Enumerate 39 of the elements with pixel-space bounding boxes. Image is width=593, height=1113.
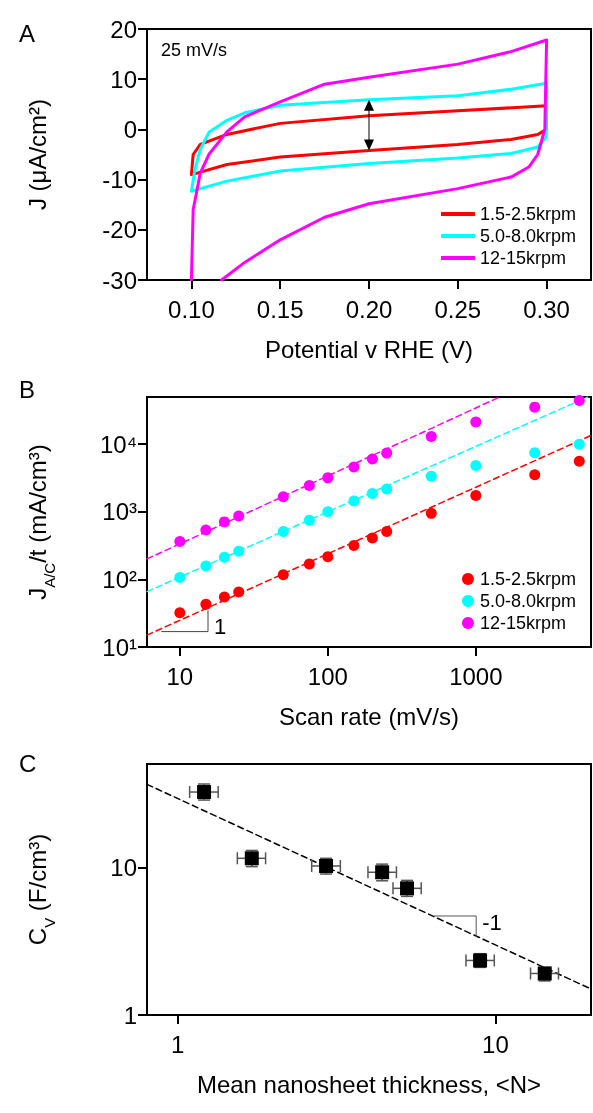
- chart-title: A: [19, 19, 36, 47]
- y-tick-label: 10: [110, 853, 137, 881]
- x-axis-title: Mean nanosheet thickness, <N>: [196, 1070, 542, 1098]
- chart-title: C: [19, 749, 37, 777]
- y-tick-label: 1: [123, 1001, 137, 1029]
- legend-label: 12-15krpm: [479, 248, 567, 268]
- y-axis-title: JA/C/t (mA/cm³): [24, 444, 58, 600]
- annotation: -1: [482, 909, 502, 935]
- y-axis-title: CV (F/cm³): [24, 833, 58, 946]
- y-tick-label: 20: [110, 15, 137, 43]
- line-series: [189, 81, 549, 193]
- x-tick-label: 0.10: [168, 295, 215, 323]
- x-tick-label: 0.30: [523, 295, 570, 323]
- legend-label: 1.5-2.5krpm: [479, 569, 577, 589]
- y-tick-label: -10: [102, 166, 137, 194]
- annotation: 25 mV/s: [161, 40, 228, 60]
- x-tick-label: 0.15: [256, 295, 304, 323]
- chart-title: B: [19, 375, 36, 403]
- x-tick-label: 0.20: [345, 295, 393, 323]
- y-tick-label: 0: [123, 115, 137, 143]
- y-tick-label: 10⁴: [99, 430, 137, 458]
- x-tick-label: 100: [307, 662, 348, 690]
- x-axis-title: Scan rate (mV/s): [278, 702, 460, 730]
- legend-label: 1.5-2.5krpm: [479, 204, 577, 224]
- x-tick-label: 10: [166, 662, 194, 690]
- y-tick-label: 10: [110, 65, 137, 93]
- y-tick-label: 10³: [102, 498, 138, 526]
- y-tick-label: 10²: [102, 565, 138, 593]
- y-tick-label: -30: [102, 266, 137, 294]
- x-axis-title: Potential v RHE (V): [264, 335, 474, 363]
- legend-label: 5.0-8.0krpm: [479, 591, 577, 611]
- legend-label: 5.0-8.0krpm: [479, 226, 577, 246]
- legend-label: 12-15krpm: [479, 613, 567, 633]
- x-tick-label: 0.25: [434, 295, 482, 323]
- x-tick-label: 1000: [449, 662, 503, 690]
- y-tick-label: 10¹: [102, 633, 138, 661]
- annotation: 1: [214, 614, 227, 640]
- y-axis-title: J (μA/cm²): [24, 98, 52, 211]
- y-tick-label: -20: [102, 216, 137, 244]
